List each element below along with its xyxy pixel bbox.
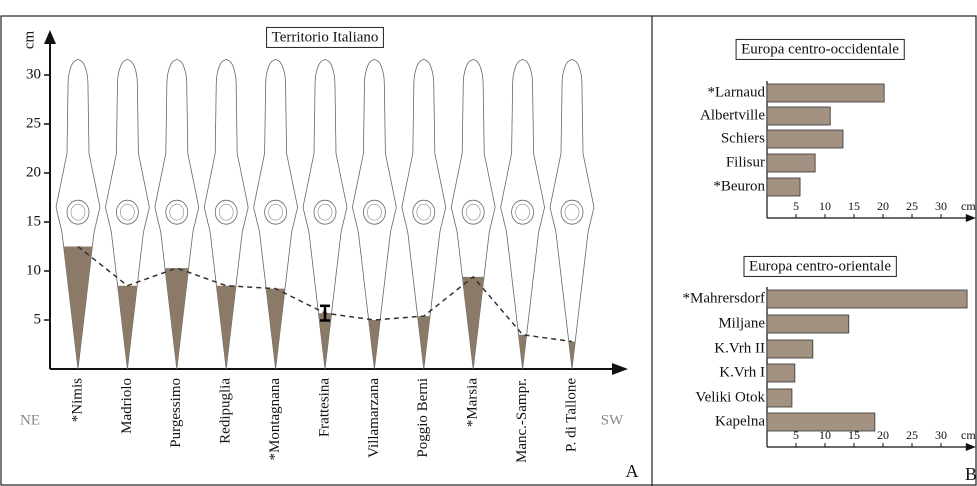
x-axis-arrow: [966, 443, 976, 451]
y-tick-label: *Larnaud: [708, 84, 766, 100]
cell-outline: [501, 59, 545, 369]
figure: cm 5 10 15 20 25 30 Territorio Italiano *Nimis Ma…: [0, 0, 977, 486]
y-tick-label: Schiers: [721, 130, 765, 146]
bar: [767, 290, 967, 308]
x-tick-label: P. di Tallone: [563, 378, 579, 452]
x-tick-label: *Nimis: [69, 378, 85, 422]
y-tick-label: *Mahrersdorf: [683, 290, 765, 306]
x-tick-label: 25: [906, 428, 918, 442]
x-tick-label: Frattesina: [316, 378, 332, 437]
x-axis-label: cm: [961, 199, 976, 213]
x-tick-label: *Montagnana: [267, 378, 283, 461]
bar: [767, 154, 815, 172]
x-tick-label: 30: [935, 199, 947, 213]
y-tick-label: 20: [26, 164, 41, 180]
bar: [767, 107, 830, 125]
y-tick-label: Miljane: [718, 315, 765, 331]
x-axis-arrow: [966, 214, 976, 222]
x-tick-label: *Marsia: [465, 378, 481, 427]
y-tick-label: K.Vrh I: [719, 364, 765, 380]
panel-label: A: [626, 461, 639, 481]
filled-portion: [569, 342, 575, 369]
direction-label: NE: [20, 412, 40, 428]
x-tick-label: Purgessimo: [168, 378, 184, 448]
filled-portion: [369, 320, 381, 369]
y-tick-label: *Beuron: [713, 178, 765, 194]
filled-portion: [216, 286, 236, 369]
chart-title: Territorio Italiano: [272, 29, 379, 45]
bar: [767, 130, 843, 148]
chart-title: Europa centro-occidentale: [741, 41, 899, 57]
bar: [767, 340, 813, 358]
x-tick-label: Manc.-Sampr.: [514, 378, 530, 463]
filled-portion: [165, 268, 189, 369]
x-tick-label: Madriolo: [119, 378, 135, 434]
y-axis-label: cm: [21, 31, 37, 50]
y-tick-label: 10: [26, 262, 41, 278]
bar: [767, 389, 792, 407]
y-tick-label: 30: [26, 66, 41, 82]
y-tick-label: Veliki Otok: [695, 389, 765, 405]
filled-portion: [118, 286, 138, 369]
x-tick-label: Poggio Berni: [415, 378, 431, 458]
cell-outline: [550, 59, 594, 369]
x-tick-label: 20: [877, 199, 889, 213]
filled-portion: [266, 289, 285, 369]
y-tick-label: 25: [26, 115, 41, 131]
direction-label: SW: [601, 412, 624, 428]
y-tick-label: 5: [34, 311, 42, 327]
bar: [767, 84, 884, 102]
x-axis-arrow: [612, 363, 628, 375]
x-tick-label: Villamarzana: [366, 378, 382, 458]
x-tick-label: 5: [793, 199, 799, 213]
y-tick-label: Kapelna: [715, 413, 765, 429]
x-axis-label: cm: [961, 428, 976, 442]
bar: [767, 364, 795, 382]
filled-portion: [519, 335, 527, 369]
x-tick-label: 25: [906, 199, 918, 213]
y-axis-arrow: [44, 30, 56, 44]
bar: [767, 178, 800, 196]
y-tick-label: Albertville: [700, 107, 765, 123]
bar: [767, 413, 875, 431]
x-tick-label: 20: [877, 428, 889, 442]
x-tick-label: 15: [848, 199, 860, 213]
x-tick-label: 10: [819, 199, 831, 213]
filled-portion: [64, 247, 93, 370]
filled-portion: [418, 316, 430, 369]
x-tick-label: 30: [935, 428, 947, 442]
y-tick-label: Filisur: [726, 154, 765, 170]
x-tick-label: Redipuglia: [218, 378, 234, 444]
chart-title: Europa centro-orientale: [749, 258, 891, 274]
panel-label: B: [965, 464, 977, 484]
y-tick-label: K.Vrh II: [714, 340, 765, 356]
y-tick-label: 15: [26, 213, 41, 229]
bar: [767, 315, 849, 333]
filled-portion: [462, 277, 484, 369]
